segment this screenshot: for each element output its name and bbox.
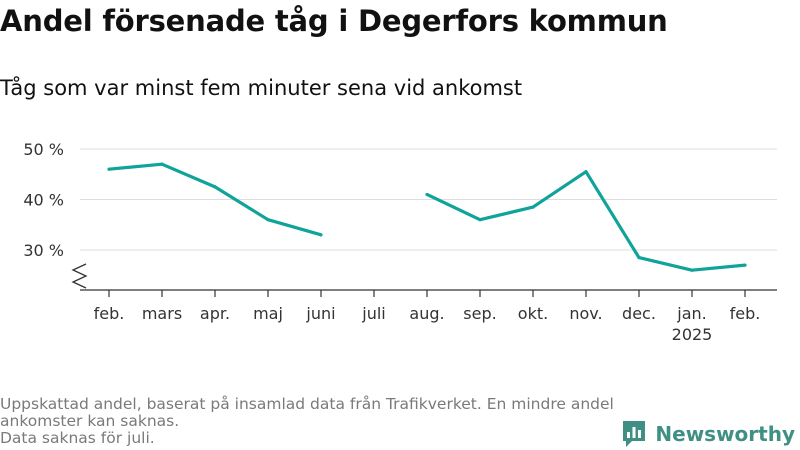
data-point <box>690 268 694 272</box>
x-tick-label: dec. <box>622 304 656 323</box>
data-point <box>160 162 164 166</box>
newsworthy-logo-icon <box>623 421 646 447</box>
data-point <box>266 218 270 222</box>
brand-name: Newsworthy <box>655 422 795 446</box>
x-tick-label: juli <box>361 304 385 323</box>
chart-subtitle: Tåg som var minst fem minuter sena vid a… <box>0 76 523 100</box>
data-point <box>584 170 588 174</box>
line-chart: 30 % 40 % 50 % feb. mars apr. maj juni juli aug.… <box>23 140 777 344</box>
footer-line-1: Uppskattad andel, baserat på insamlad da… <box>0 395 614 430</box>
x-tick-label: jan. <box>676 304 706 323</box>
grid-lines <box>80 148 777 251</box>
x-tick-label: maj <box>253 304 283 323</box>
data-point <box>425 192 429 197</box>
series-line-segment <box>426 170 746 272</box>
data-point <box>637 255 641 260</box>
series <box>107 162 747 272</box>
data-point <box>107 167 111 171</box>
x-tick-label: sep. <box>463 304 496 323</box>
x-tick-label: aug. <box>409 304 444 323</box>
x-axis <box>71 263 777 291</box>
footer-line-2: Data saknas för juli. <box>0 429 155 447</box>
x-tick-sublabel: 2025 <box>672 325 713 344</box>
x-tick-label: feb. <box>730 304 761 323</box>
x-tick-label: juni <box>305 304 335 323</box>
data-point <box>213 185 217 189</box>
y-tick-label: 40 % <box>23 191 64 210</box>
x-tick-label: apr. <box>200 304 230 323</box>
data-point <box>743 263 747 267</box>
x-tick-label: okt. <box>518 304 548 323</box>
brand: Newsworthy <box>621 420 795 448</box>
chart-title: Andel försenade tåg i Degerfors kommun <box>0 4 668 38</box>
data-point <box>319 233 323 237</box>
y-axis-ticks: 30 % 40 % 50 % <box>23 140 64 260</box>
y-axis-break-icon <box>71 263 88 289</box>
x-tick-label: mars <box>142 304 182 323</box>
x-tick-label: nov. <box>569 304 602 323</box>
footer-note: Uppskattad andel, baserat på insamlad da… <box>0 396 640 447</box>
x-tick-label: feb. <box>94 304 125 323</box>
x-axis-ticks: feb. mars apr. maj juni juli aug. sep. okt. nov. d… <box>94 290 761 344</box>
data-point <box>531 205 535 209</box>
data-point <box>478 218 482 222</box>
y-tick-label: 30 % <box>23 241 64 260</box>
y-tick-label: 50 % <box>23 140 64 159</box>
